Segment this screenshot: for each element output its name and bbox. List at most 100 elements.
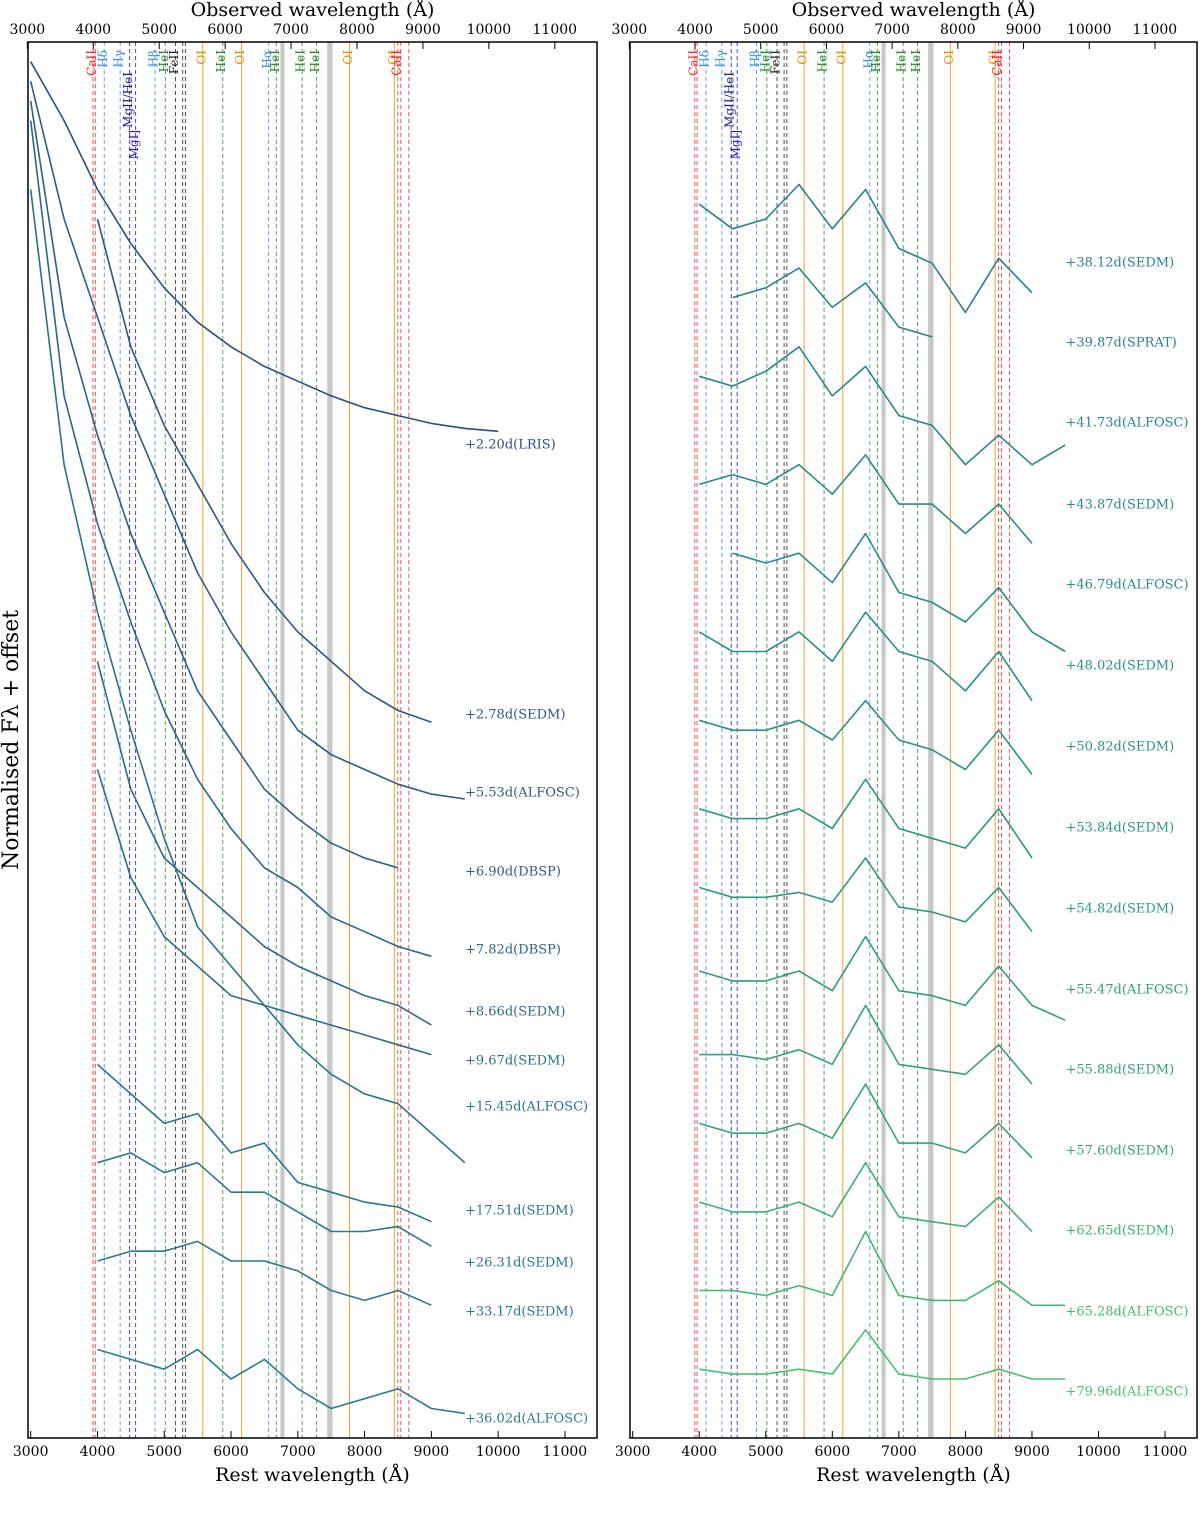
x-tick-label: 10000 [1076, 1444, 1121, 1460]
line-label: Hγ [713, 50, 727, 68]
line-label: OI [341, 50, 355, 65]
spectrum [698, 699, 1033, 775]
x-axis-title: Rest wavelength (Å) [816, 1464, 1011, 1486]
x2-tick-label: 10000 [1067, 22, 1112, 38]
series-label: +6.90d(DBSP) [465, 865, 561, 880]
x-tick-label: 3000 [13, 1444, 49, 1460]
line-label: OI [987, 50, 1001, 65]
series-label: +9.67d(SEDM) [465, 1054, 565, 1069]
series-label: +79.96d(ALFOSC) [1065, 1385, 1188, 1400]
x-tick-label: 11000 [1143, 1444, 1188, 1460]
x2-tick-label: 11000 [1133, 22, 1178, 38]
line-label: CaII [85, 50, 99, 76]
x2-tick-label: 7000 [273, 22, 309, 38]
line-label: Hα [861, 50, 875, 69]
line-label: HeI [909, 50, 923, 73]
x-tick-label: 4000 [80, 1444, 116, 1460]
spectrum [698, 935, 1066, 1021]
line-label: OI [834, 50, 848, 65]
spectrum [699, 1329, 1066, 1380]
spectrum [698, 454, 1033, 544]
series-label: +38.12d(SEDM) [1065, 256, 1174, 271]
line-label: OI [942, 50, 956, 65]
spectrum [97, 1152, 432, 1247]
series-label: +5.53d(ALFOSC) [465, 786, 580, 801]
line-label: MgII/HeI [121, 72, 135, 128]
series-label: +55.88d(SEDM) [1065, 1063, 1174, 1078]
x2-tick-label: 6000 [207, 22, 243, 38]
spectrum [29, 189, 466, 1164]
line-label: HeI [294, 50, 308, 73]
series-label: +8.66d(SEDM) [465, 1005, 565, 1020]
x2-tick-label: 4000 [75, 22, 111, 38]
spectrum [96, 661, 432, 1026]
spectrum [699, 1230, 1066, 1307]
series-label: +2.20d(LRIS) [465, 438, 556, 453]
series-label: +62.65d(SEDM) [1065, 1224, 1174, 1239]
spectrum [698, 183, 1033, 314]
line-label: HeI [816, 50, 830, 73]
x2-tick-label: 5000 [743, 22, 779, 38]
x2-tick-label: 3000 [612, 22, 648, 38]
x2-tick-label: 8000 [940, 22, 976, 38]
series-label: +65.28d(ALFOSC) [1065, 1305, 1188, 1320]
telluric-band [280, 42, 285, 1438]
x-tick-label: 7000 [280, 1444, 316, 1460]
line-label: OI [233, 50, 247, 65]
spectrum [96, 1063, 432, 1223]
spectrum [698, 857, 1033, 933]
spectrum [29, 81, 465, 800]
x-tick-label: 11000 [543, 1444, 588, 1460]
spectrum [29, 100, 399, 869]
line-label: OI [386, 50, 400, 65]
line-label: MgII/HeI [723, 72, 737, 128]
x2-axis-title: Observed wavelength (Å) [792, 0, 1036, 21]
x-tick-label: 8000 [347, 1444, 383, 1460]
line-label: Hα [260, 50, 274, 69]
series-label: +33.17d(SEDM) [465, 1305, 574, 1320]
x2-tick-label: 8000 [339, 22, 375, 38]
x2-tick-label: 9000 [1006, 22, 1042, 38]
series-label: +53.84d(SEDM) [1065, 821, 1174, 836]
frame [629, 41, 1198, 1439]
plot-area [694, 42, 1066, 1438]
line-label: CaII [990, 50, 1004, 76]
series-label: +26.31d(SEDM) [465, 1256, 574, 1271]
x-tick-label: 6000 [814, 1444, 850, 1460]
series-label: +54.82d(SEDM) [1065, 902, 1174, 917]
line-label: HeI [758, 50, 772, 73]
line-label: MgI] [729, 130, 743, 159]
line-label: FeII [769, 50, 783, 75]
spectrum [96, 769, 432, 1056]
spectrum [698, 1083, 1033, 1159]
series-label: +36.02d(ALFOSC) [465, 1412, 588, 1427]
x-tick-label: 9000 [1014, 1444, 1050, 1460]
line-label: HeI [268, 50, 282, 73]
x-tick-label: 6000 [213, 1444, 249, 1460]
line-label: HeI [157, 50, 171, 73]
spectrum [732, 532, 1066, 653]
line-label: Hγ [112, 50, 126, 68]
spectrum [97, 1348, 465, 1415]
line-label: HeI [895, 50, 909, 73]
line-label: MgI] [127, 130, 141, 159]
x-tick-label: 10000 [476, 1444, 521, 1460]
x2-tick-label: 6000 [809, 22, 845, 38]
series-label: +15.45d(ALFOSC) [465, 1100, 588, 1115]
telluric-band [928, 42, 934, 1438]
line-label: CaII [389, 50, 403, 76]
plot-area [29, 42, 499, 1438]
x-tick-label: 7000 [881, 1444, 917, 1460]
x-tick-label: 8000 [948, 1444, 984, 1460]
x2-tick-label: 5000 [141, 22, 177, 38]
spectrum [97, 1240, 432, 1307]
series-label: +39.87d(SPRAT) [1065, 336, 1176, 351]
spectrum [698, 1161, 1033, 1233]
x-tick-label: 5000 [748, 1444, 784, 1460]
line-label: Hβ [748, 50, 762, 67]
series-label: +43.87d(SEDM) [1065, 498, 1174, 513]
line-label: HeI [308, 50, 322, 73]
y-axis-title: Normalised Fλ + offset [0, 610, 24, 870]
